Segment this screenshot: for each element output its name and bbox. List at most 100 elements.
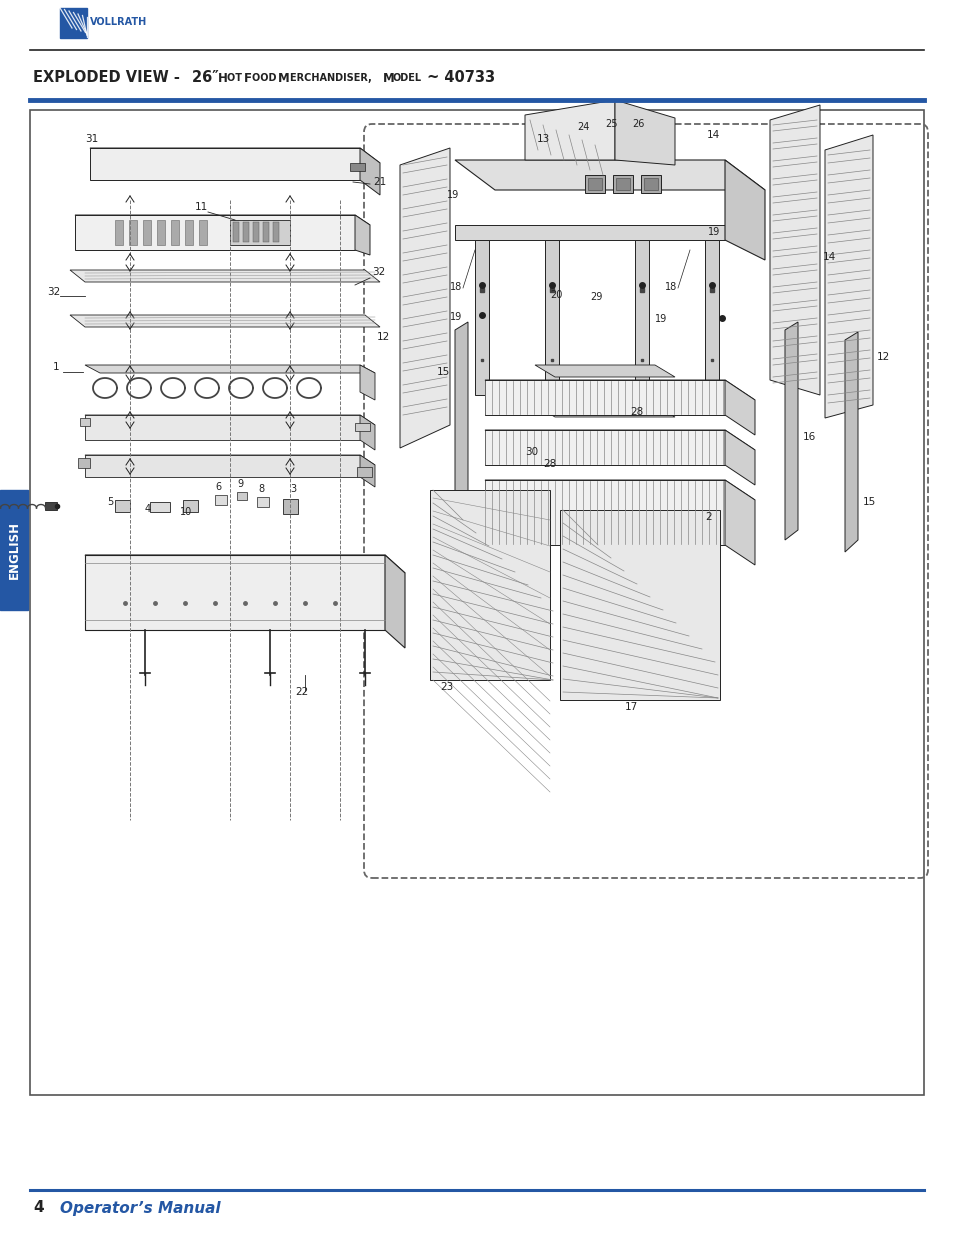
Polygon shape bbox=[484, 430, 754, 450]
Bar bbox=[45, 501, 57, 510]
Polygon shape bbox=[60, 7, 87, 38]
Text: 14: 14 bbox=[706, 130, 720, 140]
Text: 12: 12 bbox=[876, 352, 889, 362]
Text: M: M bbox=[277, 72, 290, 84]
Bar bbox=[183, 500, 198, 513]
Text: 25: 25 bbox=[604, 119, 617, 128]
Polygon shape bbox=[544, 240, 558, 395]
Text: VOLLRATH: VOLLRATH bbox=[90, 17, 147, 27]
Bar bbox=[355, 424, 370, 431]
Text: 23: 23 bbox=[439, 682, 453, 692]
Bar bbox=[613, 175, 633, 193]
Polygon shape bbox=[484, 380, 754, 400]
Text: 6: 6 bbox=[214, 482, 221, 492]
Text: 8: 8 bbox=[257, 484, 264, 494]
Polygon shape bbox=[784, 322, 797, 540]
Text: 30: 30 bbox=[524, 447, 537, 457]
Bar bbox=[236, 492, 247, 500]
Text: H: H bbox=[218, 72, 228, 84]
Text: 24: 24 bbox=[577, 122, 589, 132]
Text: 21: 21 bbox=[373, 177, 386, 186]
Bar bbox=[115, 220, 123, 245]
Text: 15: 15 bbox=[436, 367, 450, 377]
Polygon shape bbox=[385, 555, 405, 648]
Text: OT: OT bbox=[227, 73, 245, 83]
Bar bbox=[256, 496, 269, 508]
Text: 14: 14 bbox=[822, 252, 836, 262]
Text: 13: 13 bbox=[537, 135, 550, 144]
Text: 3: 3 bbox=[290, 484, 295, 494]
Polygon shape bbox=[484, 480, 724, 545]
Text: 2: 2 bbox=[704, 513, 711, 522]
Polygon shape bbox=[724, 161, 764, 261]
Text: 12: 12 bbox=[376, 332, 390, 342]
Text: ODEL: ODEL bbox=[393, 73, 421, 83]
Polygon shape bbox=[85, 415, 359, 440]
Polygon shape bbox=[484, 480, 754, 500]
Text: 28: 28 bbox=[542, 459, 556, 469]
Text: 9: 9 bbox=[236, 479, 243, 489]
Bar bbox=[273, 222, 278, 242]
Polygon shape bbox=[484, 380, 724, 415]
Text: 19: 19 bbox=[655, 314, 666, 324]
Bar bbox=[129, 220, 137, 245]
Bar bbox=[640, 175, 660, 193]
Bar bbox=[643, 178, 658, 190]
Bar bbox=[185, 220, 193, 245]
Polygon shape bbox=[75, 215, 370, 225]
Polygon shape bbox=[355, 215, 370, 254]
Text: F: F bbox=[244, 72, 252, 84]
Text: 26: 26 bbox=[631, 119, 643, 128]
Bar bbox=[616, 178, 629, 190]
Bar bbox=[214, 495, 227, 505]
Polygon shape bbox=[85, 555, 385, 630]
Polygon shape bbox=[635, 240, 648, 395]
Polygon shape bbox=[85, 555, 405, 573]
Polygon shape bbox=[359, 148, 379, 195]
Polygon shape bbox=[455, 225, 724, 240]
Polygon shape bbox=[85, 415, 375, 425]
Bar bbox=[230, 220, 290, 245]
Bar bbox=[115, 500, 130, 513]
Text: 18: 18 bbox=[450, 282, 462, 291]
Polygon shape bbox=[359, 415, 375, 450]
Bar bbox=[356, 467, 372, 477]
Text: 19: 19 bbox=[447, 190, 458, 200]
Polygon shape bbox=[75, 215, 355, 249]
Polygon shape bbox=[90, 148, 379, 163]
Polygon shape bbox=[824, 135, 872, 417]
Polygon shape bbox=[615, 100, 675, 165]
Bar bbox=[253, 222, 258, 242]
Polygon shape bbox=[455, 322, 468, 540]
Text: OOD: OOD bbox=[252, 73, 279, 83]
Text: 19: 19 bbox=[450, 312, 462, 322]
Bar bbox=[150, 501, 170, 513]
Bar bbox=[30, 110, 923, 1095]
Text: 15: 15 bbox=[862, 496, 876, 508]
Polygon shape bbox=[475, 240, 489, 395]
Polygon shape bbox=[70, 270, 379, 282]
Polygon shape bbox=[484, 430, 724, 466]
Polygon shape bbox=[85, 366, 375, 373]
Bar bbox=[171, 220, 179, 245]
Text: 32: 32 bbox=[47, 287, 60, 296]
Text: 1: 1 bbox=[53, 362, 59, 372]
Text: 10: 10 bbox=[180, 508, 193, 517]
Bar bbox=[584, 175, 604, 193]
Polygon shape bbox=[85, 454, 359, 477]
Bar bbox=[157, 220, 165, 245]
Bar bbox=[263, 222, 269, 242]
Bar bbox=[143, 220, 151, 245]
Bar bbox=[199, 220, 207, 245]
Text: 22: 22 bbox=[294, 687, 308, 697]
Text: 4: 4 bbox=[33, 1200, 44, 1215]
Text: ERCHANDISER,: ERCHANDISER, bbox=[290, 73, 375, 83]
Bar bbox=[0, 490, 28, 610]
Text: ~ 40733: ~ 40733 bbox=[421, 70, 495, 85]
Text: 28: 28 bbox=[629, 408, 642, 417]
Polygon shape bbox=[704, 240, 719, 395]
Text: 19: 19 bbox=[707, 227, 720, 237]
Polygon shape bbox=[85, 454, 375, 466]
Text: EXPLODED VIEW -: EXPLODED VIEW - bbox=[33, 70, 185, 85]
Polygon shape bbox=[430, 490, 550, 680]
